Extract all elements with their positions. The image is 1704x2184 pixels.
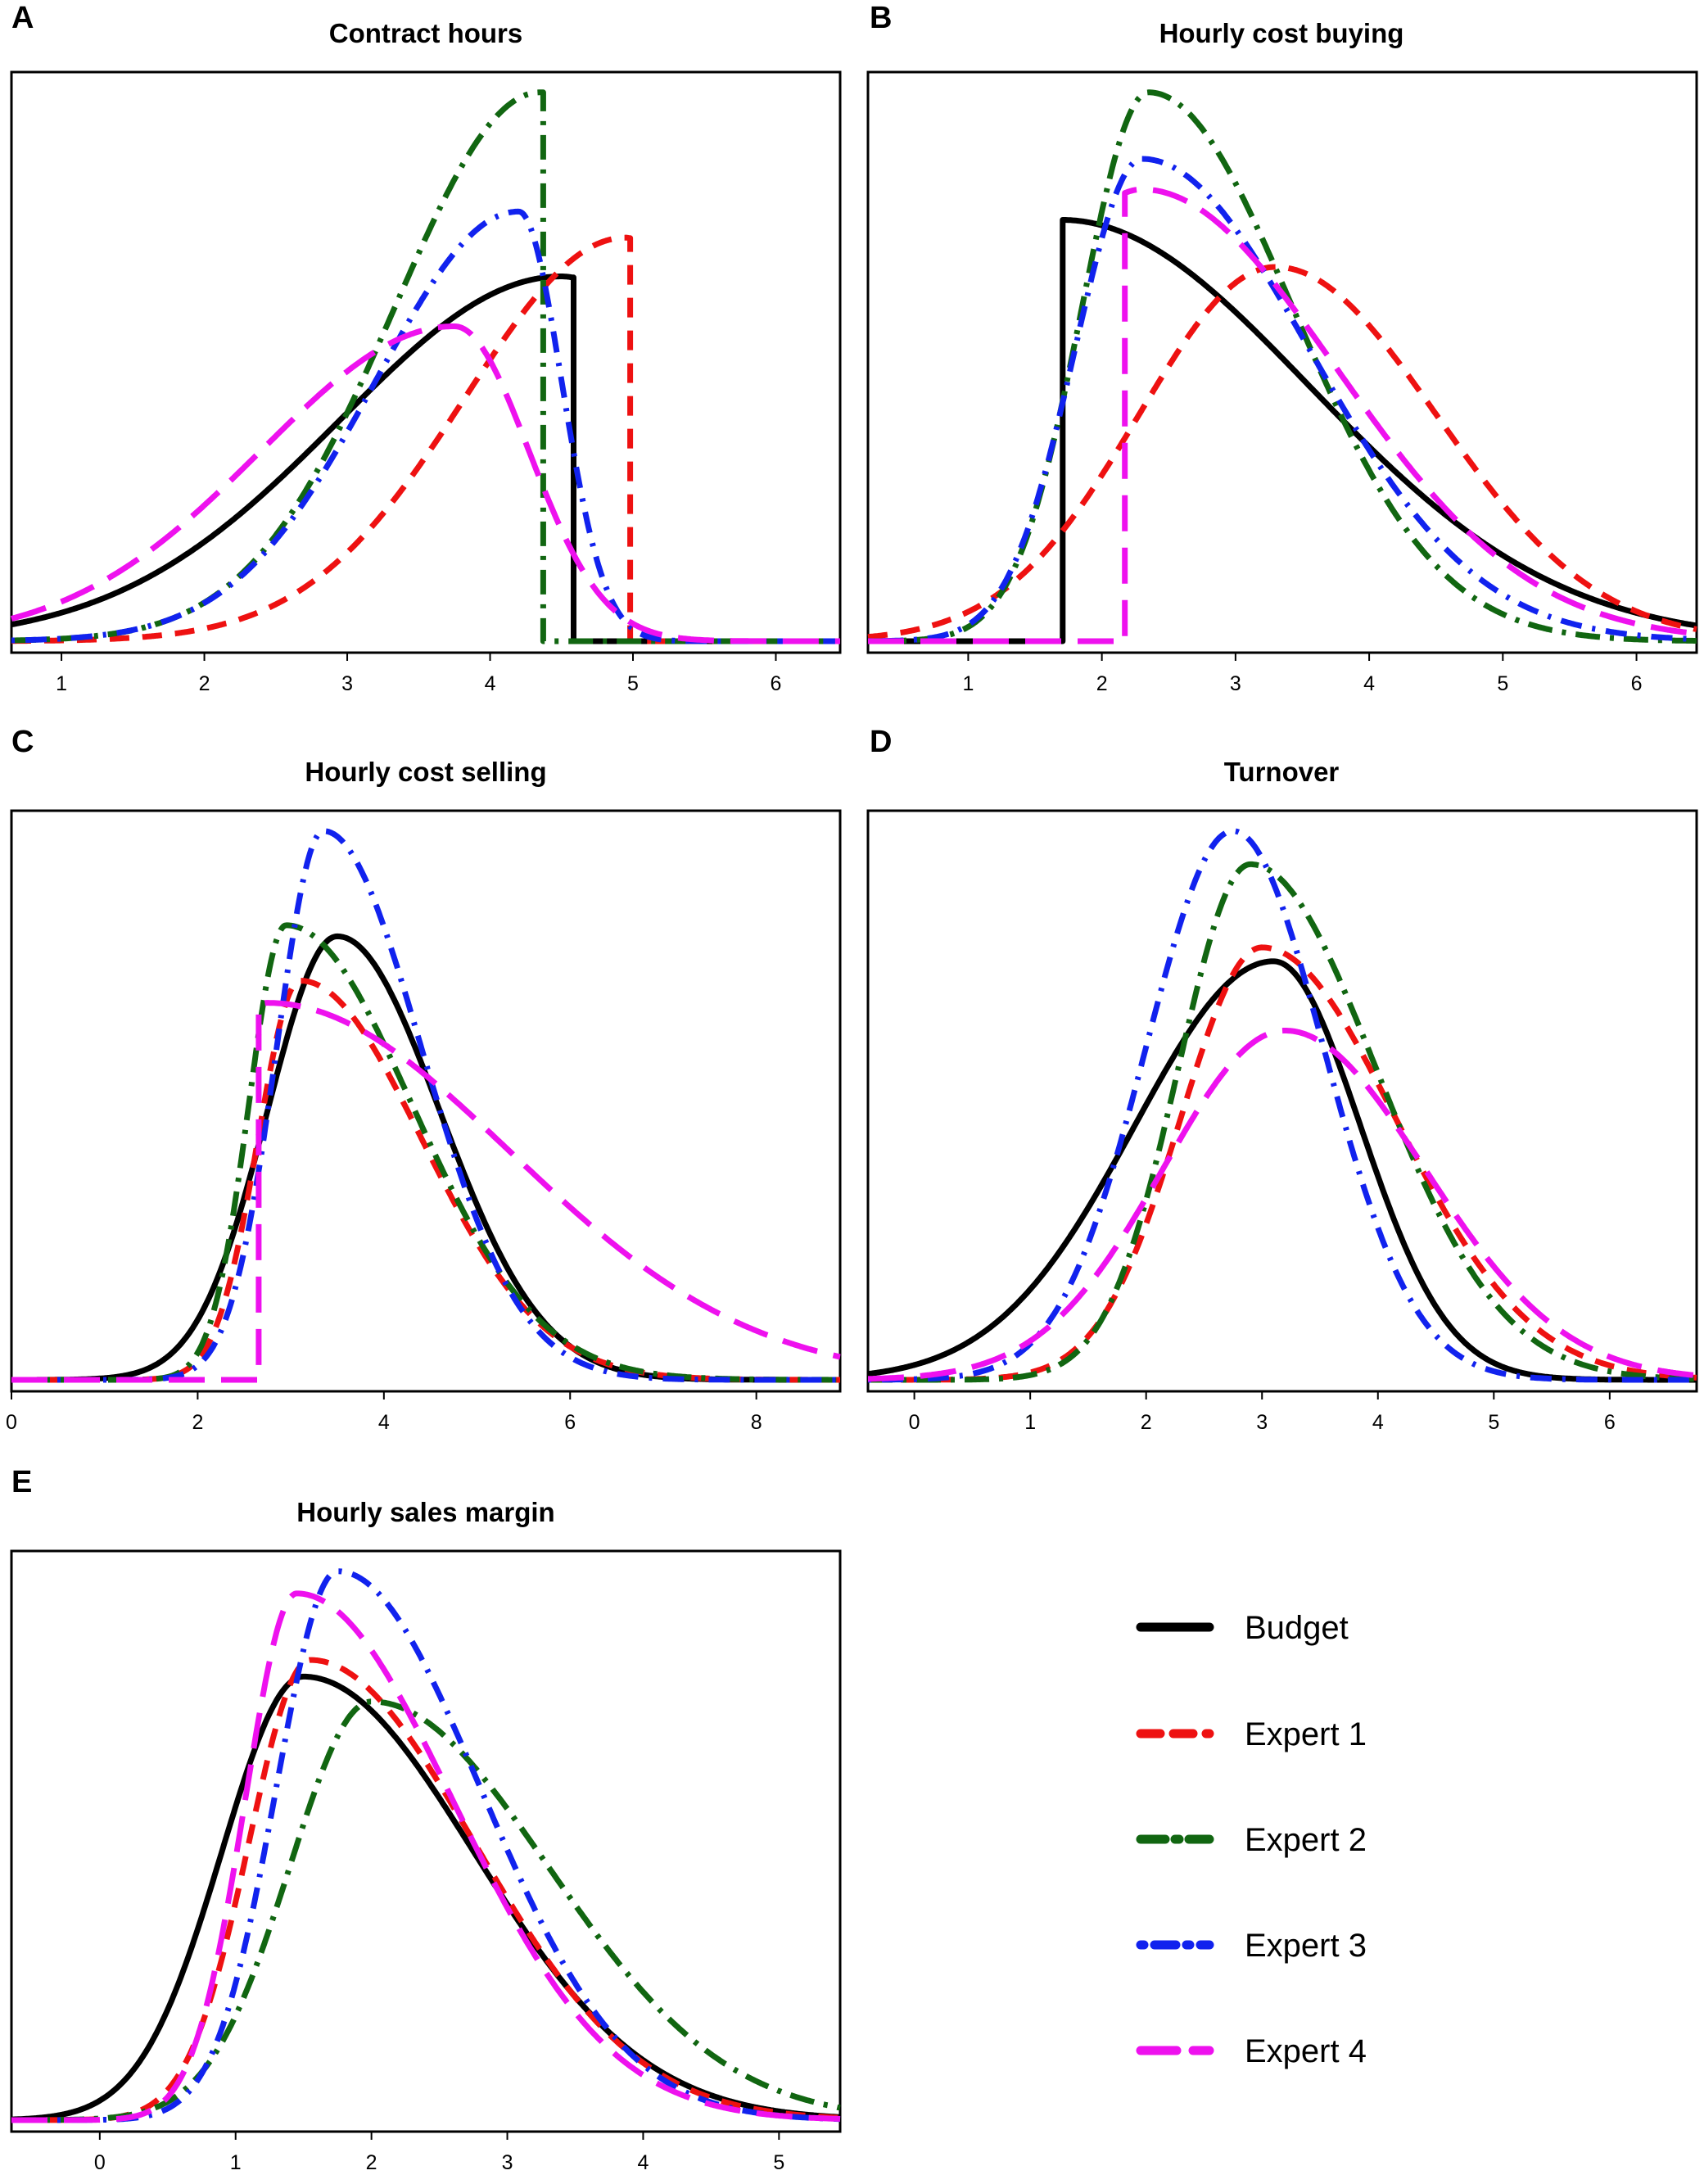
x-tick-label: 4 — [637, 2151, 649, 2174]
panel-e: E Hourly sales margin 0 1 2 3 4 5 — [10, 1465, 842, 2174]
panel-e-letter: E — [11, 1465, 32, 1499]
panel-a-curve-expert3 — [10, 208, 842, 644]
x-tick-label: 5 — [773, 2151, 784, 2174]
x-tick-label: 0 — [6, 1411, 17, 1434]
panel-e-curve-expert1 — [10, 1657, 842, 2123]
panel-a-plot-frame — [10, 70, 842, 654]
panel-b-curve-expert2 — [866, 89, 1698, 644]
panel-b-curve-expert4 — [866, 186, 1698, 644]
panel-e-plot-area — [10, 1568, 842, 2123]
x-tick-label: 2 — [199, 672, 210, 695]
legend-item-expert4: Expert 4 — [1136, 2033, 1367, 2069]
panel-b-curve-expert3 — [866, 156, 1698, 644]
panel-e-curve-expert4 — [10, 1590, 842, 2123]
x-tick-label: 1 — [1024, 1411, 1036, 1434]
panel-a-letter: A — [11, 1, 34, 35]
legend-label-expert3: Expert 3 — [1245, 1928, 1367, 1964]
panel-c-curve-expert2 — [10, 922, 842, 1383]
panel-e-curve-expert2 — [10, 1698, 842, 2123]
panel-d-curve-expert3 — [866, 828, 1698, 1383]
panel-d-plot-area — [866, 828, 1698, 1383]
legend-item-expert1: Expert 1 — [1136, 1716, 1367, 1752]
x-tick-label: 1 — [962, 672, 974, 695]
legend-item-expert2: Expert 2 — [1136, 1822, 1367, 1858]
legend: Budget Expert 1 Expert 2 Expert 3 Expert… — [1136, 1610, 1367, 2069]
panel-d-curve-expert2 — [866, 861, 1698, 1383]
panel-c-curve-expert1 — [10, 978, 842, 1383]
panel-e-plot-frame — [10, 1549, 842, 2133]
panel-c-plot-area — [10, 828, 842, 1383]
panel-a-curve-expert1 — [10, 234, 842, 644]
panel-b: B Hourly cost buying 1 2 3 4 5 6 — [866, 1, 1698, 695]
legend-label-expert2: Expert 2 — [1245, 1822, 1367, 1858]
panel-c-plot-frame — [10, 809, 842, 1393]
panel-b-x-axis: 1 2 3 4 5 6 — [962, 653, 1643, 695]
panel-e-curve-expert3 — [10, 1568, 842, 2123]
panel-a-curve-expert4 — [10, 323, 842, 644]
x-tick-label: 6 — [564, 1411, 576, 1434]
x-tick-label: 2 — [1096, 672, 1108, 695]
panel-c-title: Hourly cost selling — [305, 757, 546, 787]
x-tick-label: 1 — [56, 672, 67, 695]
panel-d-curve-budget — [866, 958, 1698, 1383]
panel-c-x-axis: 0 2 4 6 8 — [6, 1391, 762, 1434]
panel-b-letter: B — [870, 1, 892, 35]
panel-c-curve-expert3 — [10, 828, 842, 1383]
legend-label-expert1: Expert 1 — [1245, 1716, 1367, 1752]
panel-e-title: Hourly sales margin — [296, 1497, 554, 1527]
x-tick-label: 1 — [230, 2151, 242, 2174]
x-tick-label: 6 — [1604, 1411, 1616, 1434]
panel-d-plot-frame — [866, 809, 1698, 1393]
x-tick-label: 0 — [909, 1411, 920, 1434]
x-tick-label: 2 — [366, 2151, 377, 2174]
panel-d-curve-expert1 — [866, 944, 1698, 1383]
panel-d-letter: D — [870, 725, 892, 759]
x-tick-label: 5 — [1488, 1411, 1499, 1434]
x-tick-label: 2 — [1141, 1411, 1152, 1434]
legend-item-budget: Budget — [1136, 1610, 1349, 1646]
x-tick-label: 4 — [485, 672, 496, 695]
legend-label-expert4: Expert 4 — [1245, 2033, 1367, 2069]
panel-b-plot-frame — [866, 70, 1698, 654]
x-tick-label: 6 — [1631, 672, 1643, 695]
x-tick-label: 3 — [1256, 1411, 1268, 1434]
x-tick-label: 5 — [627, 672, 639, 695]
x-tick-label: 8 — [751, 1411, 762, 1434]
panel-b-title: Hourly cost buying — [1159, 18, 1404, 48]
panel-a-curve-budget — [10, 274, 842, 644]
panel-c-curve-expert4 — [10, 1000, 842, 1383]
panel-a: A Contract hours 1 2 3 4 5 6 — [10, 1, 842, 695]
x-tick-label: 4 — [1363, 672, 1375, 695]
x-tick-label: 3 — [1230, 672, 1241, 695]
panel-c: C Hourly cost selling 0 2 4 6 8 — [6, 725, 842, 1434]
x-tick-label: 6 — [771, 672, 782, 695]
x-tick-label: 3 — [502, 2151, 513, 2174]
panel-d-title: Turnover — [1224, 757, 1340, 787]
panel-d: D Turnover 0 1 2 3 4 5 6 — [866, 725, 1698, 1434]
x-tick-label: 5 — [1497, 672, 1508, 695]
panel-a-title: Contract hours — [329, 18, 523, 48]
panel-a-plot-area — [10, 89, 842, 644]
x-tick-label: 4 — [1372, 1411, 1384, 1434]
legend-item-expert3: Expert 3 — [1136, 1928, 1367, 1964]
x-tick-label: 3 — [341, 672, 353, 695]
panel-d-x-axis: 0 1 2 3 4 5 6 — [909, 1391, 1616, 1434]
legend-label-budget: Budget — [1245, 1610, 1349, 1646]
x-tick-label: 2 — [192, 1411, 203, 1434]
panel-c-letter: C — [11, 725, 34, 759]
x-tick-label: 0 — [94, 2151, 106, 2174]
panel-a-x-axis: 1 2 3 4 5 6 — [56, 653, 781, 695]
panel-b-plot-area — [866, 89, 1698, 644]
panel-e-x-axis: 0 1 2 3 4 5 — [94, 2132, 784, 2174]
panel-b-curve-expert1 — [866, 264, 1698, 640]
x-tick-label: 4 — [378, 1411, 390, 1434]
